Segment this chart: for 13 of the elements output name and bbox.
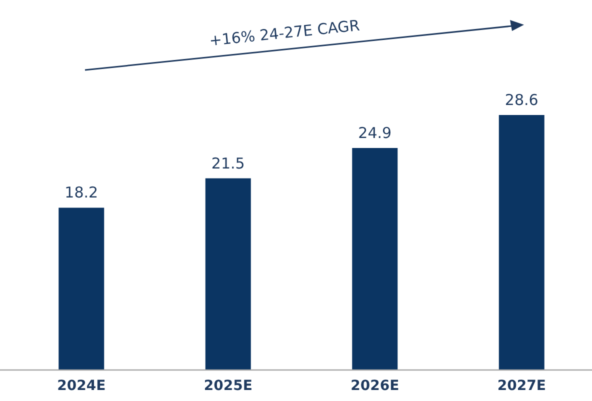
data-label: 28.6: [504, 91, 538, 109]
data-label: 18.2: [64, 184, 98, 202]
x-tick-label: 2027E: [497, 378, 546, 394]
bar: [352, 148, 398, 370]
x-tick-label: 2025E: [204, 378, 252, 394]
text: +16% 24-27E CAGR: [208, 16, 361, 50]
bar: [205, 178, 251, 370]
data-label: 24.9: [358, 124, 392, 142]
bar: [58, 208, 104, 370]
data-label: 21.5: [211, 154, 245, 172]
x-tick-label: 2024E: [57, 378, 106, 394]
bar: [498, 115, 544, 370]
x-tick-label: 2026E: [350, 378, 400, 394]
